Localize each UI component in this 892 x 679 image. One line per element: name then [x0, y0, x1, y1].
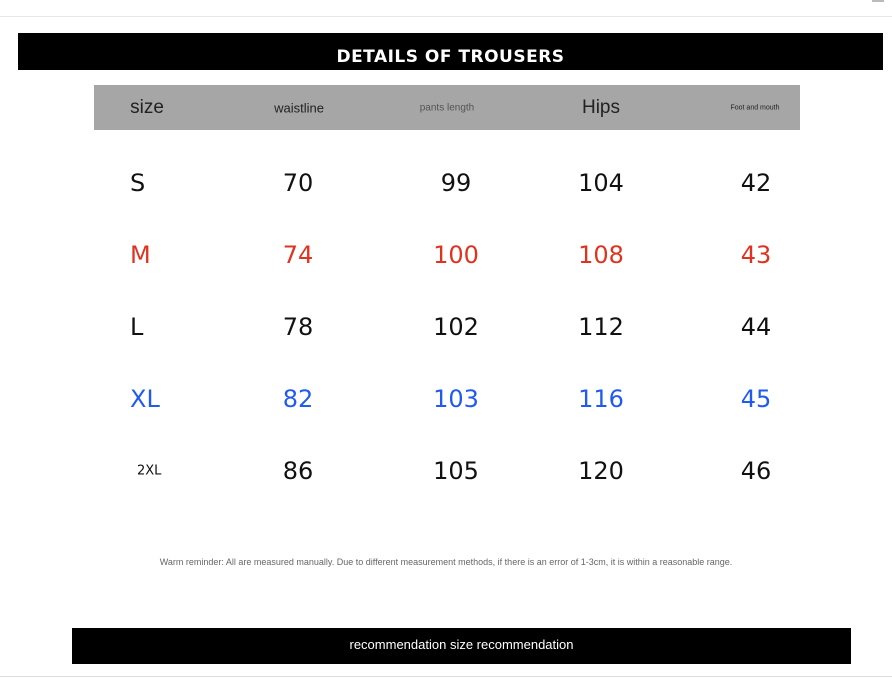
divider: [0, 676, 892, 677]
measure-cell: 74: [282, 241, 314, 269]
measure-cell: 108: [578, 241, 624, 269]
measure-cell: 45: [740, 385, 772, 413]
page-title: DETAILS OF TROUSERS: [336, 47, 565, 67]
header-foot-and-mouth: Foot and mouth: [730, 104, 780, 111]
header-waistline: waistline: [274, 100, 324, 115]
measure-cell: 46: [740, 457, 772, 485]
measure-cell: 99: [440, 169, 472, 197]
size-cell: S: [130, 169, 146, 197]
measure-cell: 120: [578, 457, 624, 485]
title-banner: DETAILS OF TROUSERS: [18, 33, 883, 70]
header-pants-length: pants length: [419, 102, 475, 113]
measure-cell: 104: [578, 169, 624, 197]
measure-cell: 42: [740, 169, 772, 197]
table-row: L 78 102 112 44: [0, 307, 892, 347]
measure-cell: 112: [578, 313, 624, 341]
table-header: size waistline pants length Hips Foot an…: [94, 85, 800, 130]
measure-cell: 78: [282, 313, 314, 341]
recommendation-banner: recommendation size recommendation: [72, 628, 851, 664]
measure-cell: 105: [433, 457, 479, 485]
divider: [872, 0, 884, 2]
recommendation-label: recommendation size recommendation: [349, 637, 574, 652]
table-row: XL 82 103 116 45: [0, 379, 892, 419]
divider: [0, 16, 892, 17]
measure-cell: 100: [433, 241, 479, 269]
size-cell: L: [130, 313, 144, 341]
table-row: M 74 100 108 43: [0, 235, 892, 275]
size-cell: XL: [130, 385, 160, 413]
header-size: size: [130, 96, 164, 118]
size-cell: M: [130, 241, 151, 269]
measure-cell: 44: [740, 313, 772, 341]
measure-cell: 70: [282, 169, 314, 197]
measure-cell: 103: [433, 385, 479, 413]
size-cell: 2XL: [137, 463, 162, 479]
measure-cell: 116: [578, 385, 624, 413]
warm-reminder: Warm reminder: All are measured manually…: [159, 557, 733, 567]
measure-cell: 86: [282, 457, 314, 485]
table-row: 2XL 86 105 120 46: [0, 451, 892, 491]
measure-cell: 102: [433, 313, 479, 341]
measure-cell: 43: [740, 241, 772, 269]
measure-cell: 82: [282, 385, 314, 413]
table-row: S 70 99 104 42: [0, 163, 892, 203]
header-hips: Hips: [581, 96, 621, 118]
